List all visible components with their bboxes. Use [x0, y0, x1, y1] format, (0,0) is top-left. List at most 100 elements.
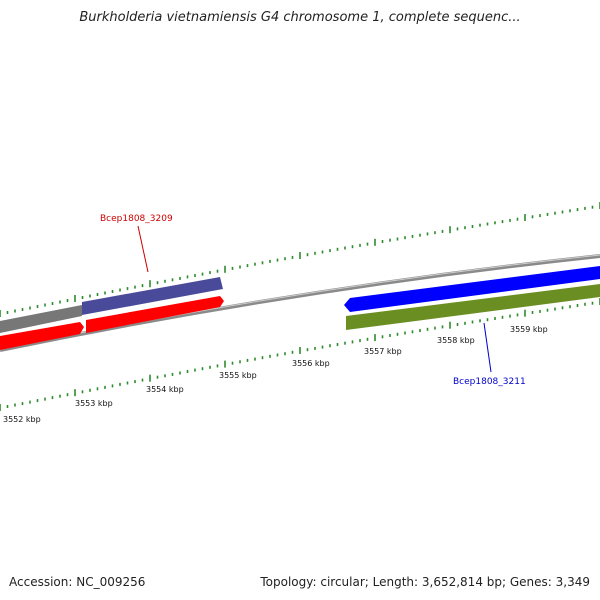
minor-tick — [411, 330, 414, 334]
minor-tick — [291, 350, 294, 354]
major-tick — [149, 374, 151, 382]
minor-tick — [186, 370, 189, 373]
chromosome-backbone — [0, 254, 600, 352]
minor-tick — [486, 222, 489, 226]
minor-tick — [411, 234, 414, 238]
minor-tick — [546, 308, 549, 312]
major-tick — [149, 280, 151, 288]
minor-tick — [576, 304, 579, 307]
minor-tick — [14, 309, 16, 313]
kbp-label: 3556 kbp — [292, 359, 330, 368]
major-tick — [224, 265, 226, 273]
minor-tick — [441, 325, 444, 329]
minor-tick — [254, 262, 256, 266]
minor-tick — [89, 388, 91, 392]
minor-tick — [456, 323, 459, 326]
minor-tick — [464, 226, 466, 230]
label-leader-top — [137, 225, 149, 273]
minor-tick — [396, 237, 399, 241]
major-tick — [224, 360, 226, 368]
minor-tick — [44, 303, 46, 307]
major-tick — [299, 347, 301, 354]
minor-tick — [134, 285, 136, 289]
minor-tick — [561, 306, 564, 310]
minor-tick — [134, 380, 136, 384]
minor-tick — [306, 253, 309, 257]
major-tick — [449, 226, 451, 234]
minor-tick — [59, 394, 61, 398]
minor-tick — [396, 332, 399, 336]
minor-tick — [381, 240, 384, 243]
minor-tick — [584, 302, 586, 306]
minor-tick — [171, 278, 174, 282]
gene-red-main[interactable] — [86, 296, 224, 333]
kbp-label: 3554 kbp — [146, 385, 184, 394]
minor-tick — [441, 229, 444, 233]
label-leader-bottom — [483, 322, 492, 373]
minor-tick — [179, 371, 181, 375]
minor-tick — [89, 294, 91, 298]
minor-tick — [119, 288, 121, 292]
minor-tick — [66, 393, 69, 397]
minor-tick — [141, 378, 144, 382]
minor-tick — [231, 361, 234, 365]
minor-tick — [246, 264, 249, 268]
minor-tick — [329, 249, 331, 253]
minor-tick — [216, 364, 219, 368]
minor-tick — [66, 299, 69, 302]
minor-tick — [276, 258, 279, 262]
minor-tick — [269, 354, 271, 358]
kbp-label: 3553 kbp — [75, 399, 113, 408]
minor-tick — [111, 290, 114, 293]
gene-gray-left[interactable] — [0, 305, 82, 333]
minor-tick — [426, 232, 429, 236]
minor-tick — [6, 311, 9, 314]
minor-tick — [29, 400, 31, 404]
minor-tick — [464, 321, 466, 325]
gene-blue-bcep1808-3211[interactable] — [344, 266, 600, 312]
minor-tick — [351, 340, 354, 344]
minor-tick — [194, 274, 196, 277]
minor-tick — [194, 368, 196, 372]
minor-tick — [471, 320, 474, 324]
minor-tick — [359, 243, 361, 247]
minor-tick — [36, 305, 39, 308]
major-tick — [0, 310, 1, 317]
minor-tick — [164, 279, 166, 283]
gene-green-bcep1808-3211[interactable] — [346, 284, 600, 330]
minor-tick — [156, 281, 159, 285]
gene-label-bcep1808-3209[interactable]: Bcep1808_3209 — [100, 214, 173, 224]
chromosome-backbone-highlight — [0, 254, 600, 350]
minor-tick — [96, 387, 99, 391]
minor-tick — [6, 405, 9, 408]
minor-tick — [81, 296, 84, 299]
minor-tick — [104, 291, 106, 295]
major-tick — [299, 252, 301, 259]
minor-tick — [29, 306, 31, 310]
kbp-label: 3552 kbp — [3, 415, 41, 424]
gene-red-left[interactable] — [0, 322, 84, 350]
minor-tick — [21, 402, 24, 406]
minor-tick — [119, 382, 121, 386]
kbp-label: 3558 kbp — [437, 336, 475, 345]
major-tick — [374, 334, 376, 342]
minor-tick — [426, 327, 429, 331]
minor-tick — [111, 384, 114, 388]
kbp-label: 3559 kbp — [510, 325, 548, 334]
minor-tick — [284, 352, 286, 356]
minor-tick — [126, 287, 129, 291]
minor-tick — [344, 341, 346, 345]
gene-label-bcep1808-3211[interactable]: Bcep1808_3211 — [453, 377, 526, 387]
gene-slate-bcep1808-3209[interactable] — [82, 277, 223, 315]
minor-tick — [494, 221, 496, 225]
major-tick — [524, 214, 526, 221]
minor-tick — [21, 308, 24, 311]
minor-tick — [569, 209, 571, 213]
major-tick — [0, 404, 1, 411]
minor-tick — [246, 358, 249, 362]
minor-tick — [471, 225, 474, 228]
minor-tick — [44, 397, 46, 401]
minor-tick — [479, 319, 481, 323]
minor-tick — [156, 375, 159, 379]
